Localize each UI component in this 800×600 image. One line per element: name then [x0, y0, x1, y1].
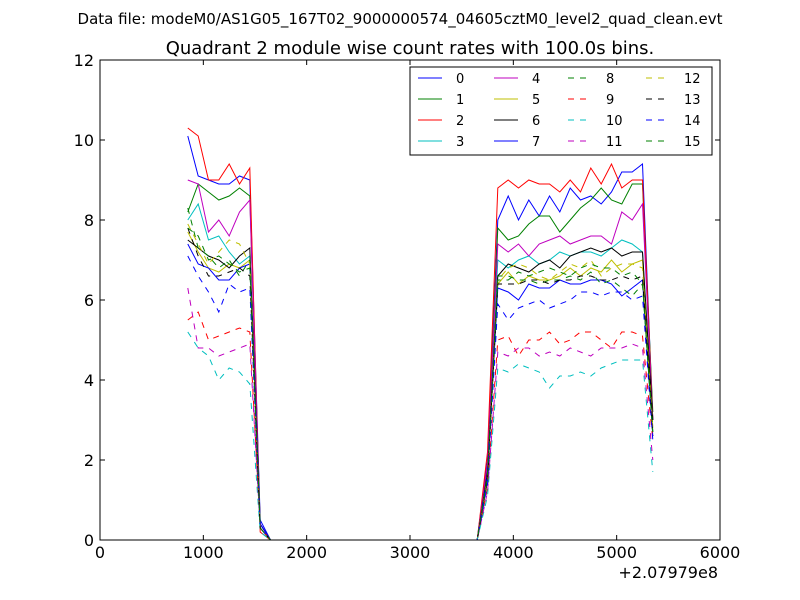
legend-label-13: 13	[684, 93, 701, 108]
legend-label-5: 5	[532, 93, 540, 108]
y-tick-label: 2	[84, 451, 94, 470]
legend-label-2: 2	[456, 114, 464, 129]
legend-label-3: 3	[456, 135, 464, 150]
legend-label-10: 10	[606, 114, 623, 129]
series-line-3	[187, 202, 654, 541]
suptitle: Data file: modeM0/AS1G05_167T02_90000005…	[78, 10, 723, 29]
series-line-1	[187, 183, 654, 541]
x-tick-label: 3000	[390, 543, 431, 562]
series-line-11	[187, 287, 654, 541]
legend-label-11: 11	[606, 135, 623, 150]
series-line-12	[187, 223, 654, 541]
y-tick-label: 10	[74, 131, 94, 150]
legend-label-7: 7	[532, 135, 540, 150]
series-line-7	[187, 243, 654, 541]
legend-label-1: 1	[456, 93, 464, 108]
y-tick-label: 8	[84, 211, 94, 230]
y-tick-label: 12	[74, 51, 94, 70]
legend-label-6: 6	[532, 114, 540, 129]
series-line-5	[187, 231, 654, 541]
legend-label-8: 8	[606, 72, 614, 87]
x-tick-label: 6000	[700, 543, 741, 562]
y-tick-label: 0	[84, 531, 94, 550]
legend-label-9: 9	[606, 93, 614, 108]
x-tick-label: 2000	[286, 543, 327, 562]
x-tick-label: 0	[95, 543, 105, 562]
y-tick-label: 6	[84, 291, 94, 310]
y-tick-label: 4	[84, 371, 94, 390]
plot-lines	[187, 127, 654, 541]
series-line-2	[187, 127, 654, 541]
x-tick-label: 1000	[183, 543, 224, 562]
legend-label-0: 0	[456, 72, 464, 87]
legend-box	[409, 66, 713, 156]
series-line-15	[187, 227, 654, 541]
series-line-10	[187, 331, 654, 541]
chart-title: Quadrant 2 module wise count rates with …	[166, 38, 655, 59]
legend-label-14: 14	[684, 114, 701, 129]
series-line-0	[187, 135, 654, 541]
x-offset-label: +2.07979e8	[618, 563, 718, 582]
x-tick-label: 4000	[493, 543, 534, 562]
legend-label-15: 15	[684, 135, 701, 150]
series-line-4	[187, 179, 654, 541]
series-line-8	[187, 207, 654, 541]
legend-label-12: 12	[684, 72, 701, 87]
legend-label-4: 4	[532, 72, 540, 87]
x-tick-label: 5000	[596, 543, 637, 562]
x-axis: 0 1000 2000 3000 4000 5000 6000	[95, 60, 740, 562]
series-line-6	[187, 239, 654, 541]
series-line-13	[187, 227, 654, 541]
series-line-14	[187, 255, 654, 541]
series-line-9	[187, 311, 654, 541]
